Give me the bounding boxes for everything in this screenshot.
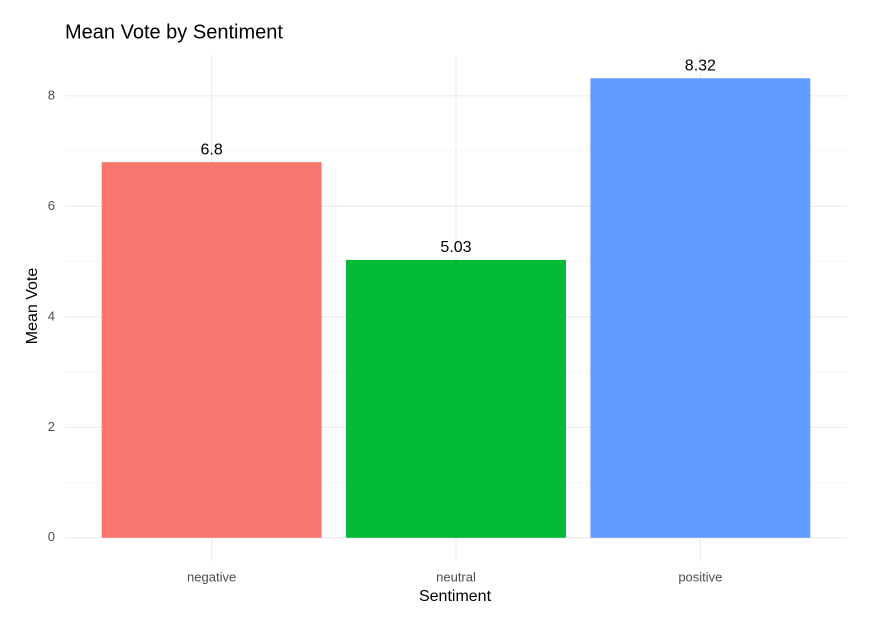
value-label: 5.03 (440, 239, 471, 256)
value-label: 6.8 (201, 141, 223, 158)
y-tick-label: 6 (48, 198, 55, 213)
bar (346, 259, 566, 538)
x-tick-label: negative (187, 569, 236, 584)
x-tick-label: neutral (436, 569, 476, 584)
value-label: 8.32 (685, 57, 716, 74)
x-axis-label: Sentiment (419, 588, 492, 605)
y-tick-label: 8 (48, 87, 55, 102)
bar (590, 78, 811, 538)
bar (101, 162, 322, 538)
y-axis-label: Mean Vote (24, 268, 41, 345)
chart-title: Mean Vote by Sentiment (65, 21, 283, 43)
y-tick-label: 2 (48, 419, 55, 434)
y-tick-label: 0 (48, 529, 55, 544)
x-tick-label: positive (678, 569, 722, 584)
y-tick-label: 4 (48, 308, 55, 323)
